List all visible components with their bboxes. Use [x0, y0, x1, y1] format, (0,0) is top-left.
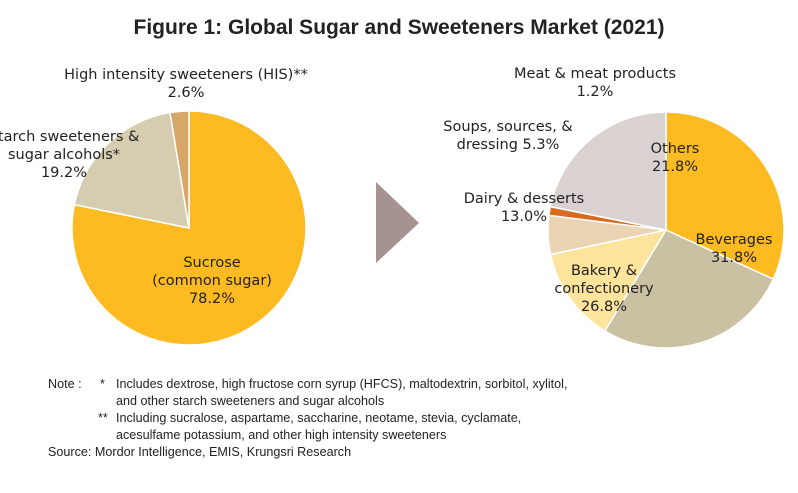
pie-slice-1-2: [73, 111, 190, 229]
pie-slice-1-3: [169, 110, 190, 229]
pie-slice-2-3: [549, 228, 668, 332]
note-line-1: Includes dextrose, high fructose corn sy…: [116, 377, 568, 391]
slice-label-1-1: Sucrose (common sugar) 78.2%: [152, 255, 272, 307]
source-text: Source: Mordor Intelligence, EMIS, Krung…: [48, 445, 352, 459]
slice-label-2-6: Others 21.8%: [651, 141, 700, 175]
slice-label-1-2: Starch sweeteners & sugar alcohols* 19.2%: [0, 129, 139, 181]
note-line-3: Including sucralose, aspartame, sacchari…: [116, 411, 522, 425]
pie-slice-2-6: [549, 111, 667, 231]
pie-chart-usage: [547, 111, 785, 349]
slice-label-2-2: Bakery & confectionery 26.8%: [554, 263, 654, 315]
chart-title: Figure 1: Global Sugar and Sweeteners Ma…: [133, 16, 665, 39]
pie-slice-2-2: [603, 229, 775, 349]
pie-slice-2-1: [665, 111, 785, 281]
pie-chart-market: [71, 110, 307, 346]
note-line-2: and other starch sweeteners and sugar al…: [116, 394, 385, 408]
slice-label-1-3: High intensity sweeteners (HIS)** 2.6%: [64, 67, 308, 101]
chart-labels: Sucrose (common sugar) 78.2% Starch sweeten…: [0, 66, 772, 315]
note-prefix: Note :: [48, 377, 82, 391]
slice-label-2-3: Dairy & desserts 13.0%: [464, 191, 585, 225]
note-line-4: acesulfame potassium, and other high int…: [116, 428, 447, 442]
slice-label-2-5: Meat & meat products 1.2%: [514, 66, 676, 100]
slice-label-2-1: Beverages 31.8%: [696, 232, 773, 266]
slice-label-2-4: Soups, sources, & dressing 5.3%: [443, 119, 572, 153]
note-star-2: **: [98, 411, 108, 425]
arrow-icon: [376, 182, 419, 263]
note-star-1: *: [100, 377, 105, 391]
